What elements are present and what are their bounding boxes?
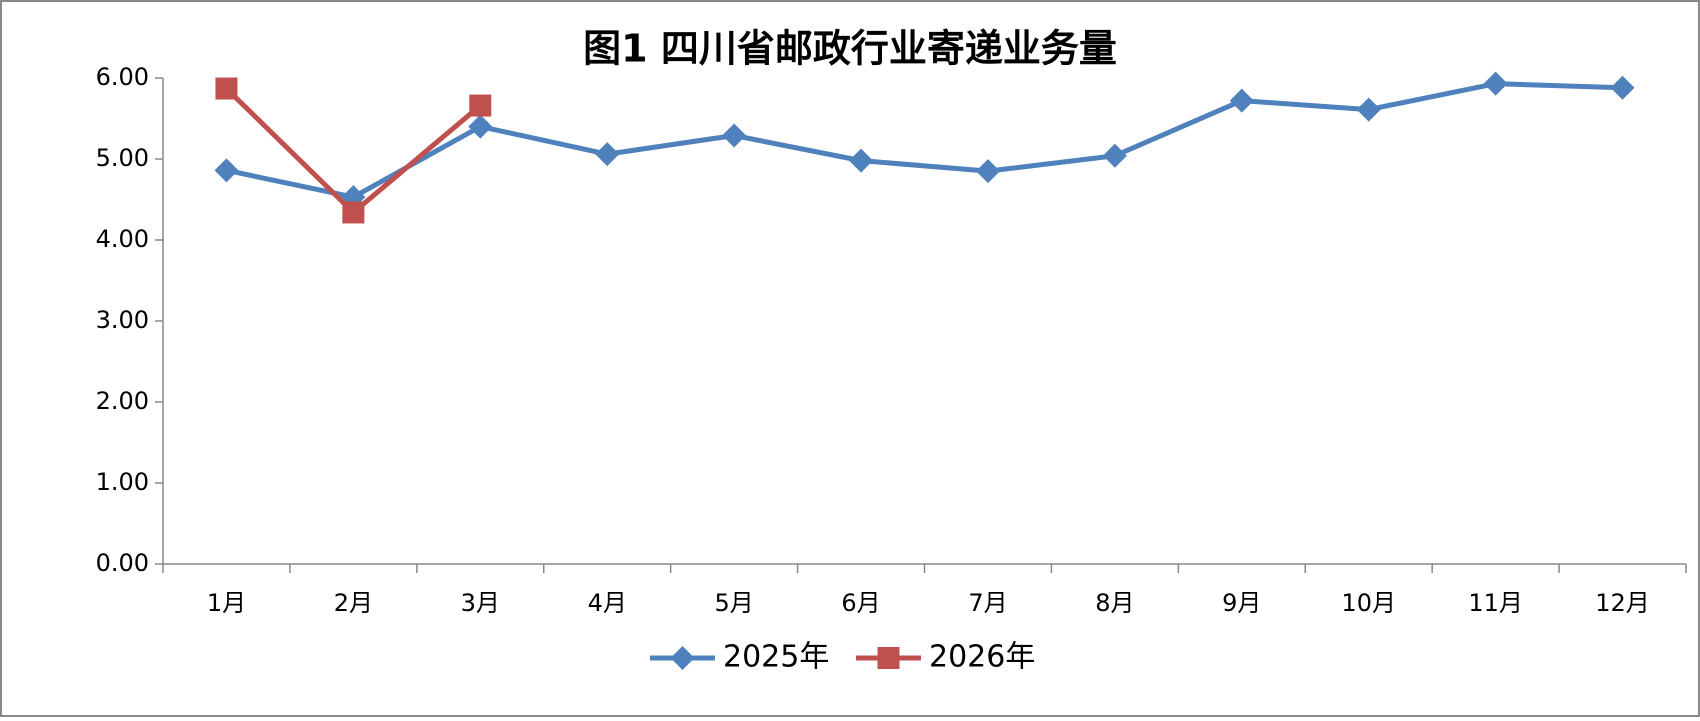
marker [1610,75,1635,100]
marker [342,201,365,224]
x-tick-label: 9月 [1222,589,1261,617]
x-tick-label: 3月 [461,589,500,617]
marker [1356,97,1381,122]
marker [975,159,1000,184]
marker [1229,88,1254,113]
y-tick-label: 3.00 [96,306,149,334]
x-tick-label: 11月 [1468,589,1523,617]
y-tick-label: 6.00 [96,63,149,91]
y-tick-label: 2.00 [96,387,149,415]
y-tick-label: 1.00 [96,468,149,496]
marker [214,158,239,183]
marker [722,123,747,148]
chart-title: 图1 四川省邮政行业寄递业务量 [583,27,1117,71]
series-line [225,81,1623,200]
legend-marker [670,646,695,670]
x-tick-label: 7月 [968,589,1007,617]
marker [1102,143,1127,168]
y-tick-label: 5.00 [96,144,149,172]
legend-marker [877,647,900,669]
marker [1483,71,1508,96]
marker [595,142,620,167]
legend-label: 2025年 [723,640,829,675]
x-tick-label: 5月 [714,589,753,617]
x-tick-label: 8月 [1095,589,1134,617]
x-tick-label: 1月 [207,589,246,617]
x-tick-label: 6月 [841,589,880,617]
marker [469,94,492,117]
marker [468,114,493,139]
marker [849,148,874,173]
y-tick-label: 4.00 [96,225,149,253]
x-tick-label: 12月 [1595,589,1650,617]
legend-label: 2026年 [929,640,1035,675]
x-tick-label: 2月 [334,589,373,617]
x-tick-label: 4月 [588,589,627,617]
y-tick-label: 0.00 [96,549,149,577]
x-tick-label: 10月 [1341,589,1396,617]
marker [215,77,238,100]
